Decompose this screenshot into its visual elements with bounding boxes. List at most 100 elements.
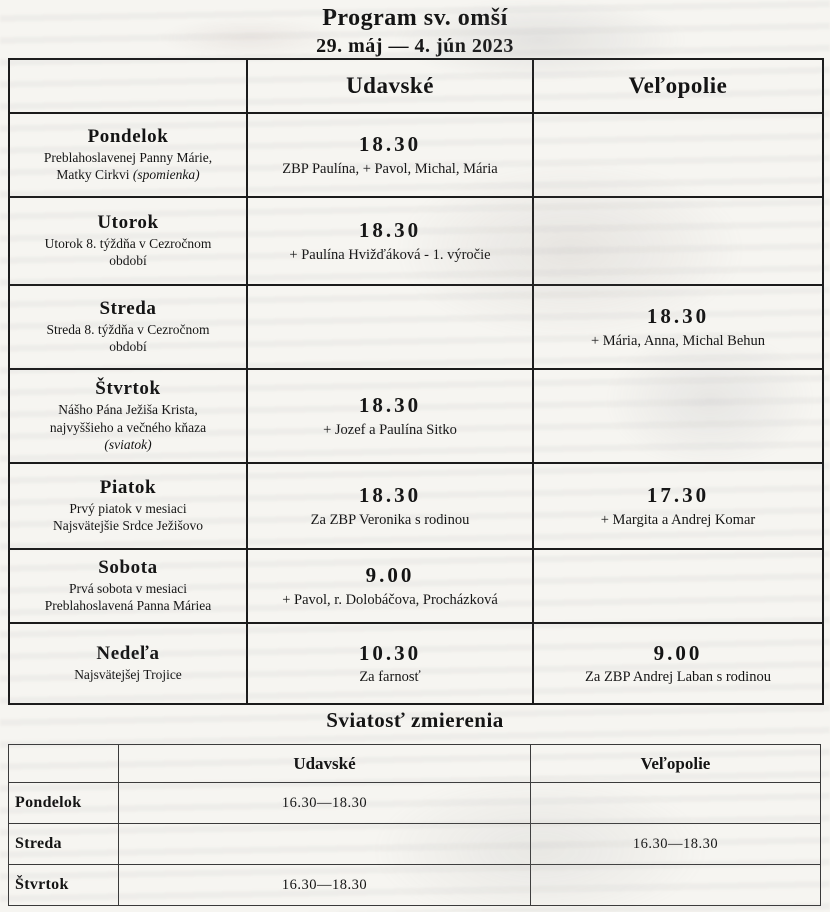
confession-header-row: Udavské Veľopolie [8, 744, 821, 783]
mass-time: 10.30 [358, 640, 422, 665]
confession-row-pondelok: Pondelok 16.30—18.30 [8, 782, 821, 824]
day-name: Utorok [97, 212, 159, 234]
velopolie-cell [532, 112, 824, 198]
velopolie-cell: 18.30 + Mária, Anna, Michal Behun [532, 284, 824, 370]
mass-time: 18.30 [358, 483, 422, 508]
description-line-1: Utorok 8. týždňa v Cezročnom [44, 235, 212, 251]
description-line-1: Prvý piatok v mesiaci [69, 500, 187, 516]
column-header-udavske: Udavské [246, 58, 534, 114]
description-line-2: období [109, 339, 147, 355]
mass-time: 18.30 [358, 132, 422, 157]
mass-row-sobota: Sobota Prvá sobota v mesiaci Preblahosla… [8, 548, 824, 624]
mass-intention: + Paulína Hvižďáková - 1. výročie [289, 246, 491, 263]
description-line-2: Matky Cirkvi (spomienka) [14, 166, 242, 184]
mass-intention: + Margita a Andrej Komar [600, 511, 756, 528]
column-header-velopolie: Veľopolie [532, 58, 824, 114]
mass-schedule-table: Udavské Veľopolie Pondelok Preblahoslave… [8, 58, 824, 705]
mass-time: 9.00 [653, 640, 703, 665]
mass-intention: + Pavol, r. Dolobáčova, Procházková [282, 591, 498, 608]
description-line-1: Najsvätejšej Trojice [74, 667, 182, 683]
description-line-2: období [109, 253, 147, 269]
mass-row-utorok: Utorok Utorok 8. týždňa v Cezročnom obdo… [8, 196, 824, 286]
mass-time: 18.30 [358, 218, 422, 243]
day-cell: Pondelok Preblahoslavenej Panny Márie, M… [8, 112, 248, 198]
mass-intention: Za ZBP Veronika s rodinou [310, 511, 470, 528]
page-title: Program sv. omší [322, 5, 508, 31]
column-header-velopolie: Veľopolie [530, 744, 821, 783]
day-name: Streda [8, 823, 119, 865]
day-name: Sobota [98, 557, 158, 579]
udavske-hours: 16.30—18.30 [118, 864, 531, 906]
day-name: Nedeľa [96, 643, 160, 665]
description-line-2: Preblahoslavená Panna Máriea [44, 598, 212, 614]
velopolie-hours [530, 782, 821, 824]
day-description: Nášho Pána Ježiša Krista, najvyššieho a … [14, 401, 242, 454]
day-description: Preblahoslavenej Panny Márie, Matky Cirk… [14, 149, 242, 184]
day-name: Pondelok [87, 126, 169, 148]
day-name: Piatok [99, 477, 157, 499]
description-line-1: Nášho Pána Ježiša Krista, [58, 402, 198, 418]
udavske-cell: 18.30 + Jozef a Paulína Sitko [246, 368, 534, 464]
udavske-cell: 10.30 Za farnosť [246, 622, 534, 705]
mass-intention: + Mária, Anna, Michal Behun [590, 332, 766, 349]
mass-time: 18.30 [358, 393, 422, 418]
description-line-2: Najsvätejšie Srdce Ježišovo [53, 518, 203, 534]
corner-cell [8, 58, 248, 114]
mass-row-piatok: Piatok Prvý piatok v mesiaci Najsvätejši… [8, 462, 824, 550]
velopolie-hours [530, 864, 821, 906]
day-cell: Štvrtok Nášho Pána Ježiša Krista, najvyš… [8, 368, 248, 464]
mass-intention: Za farnosť [359, 669, 421, 686]
description-line-2: najvyššieho a večného kňaza [49, 419, 207, 435]
confession-row-stvrtok: Štvrtok 16.30—18.30 [8, 864, 821, 906]
day-description: Prvá sobota v mesiaci Preblahoslavená Pa… [14, 580, 242, 615]
day-name: Štvrtok [8, 864, 119, 906]
mass-row-streda: Streda Streda 8. týždňa v Cezročnom obdo… [8, 284, 824, 370]
mass-time: 17.30 [646, 483, 710, 508]
velopolie-cell [532, 196, 824, 286]
description-line-1: Preblahoslavenej Panny Márie, [43, 149, 213, 165]
velopolie-cell: 9.00 Za ZBP Andrej Laban s rodinou [532, 622, 824, 705]
day-description: Najsvätejšej Trojice [14, 666, 242, 684]
velopolie-cell: 17.30 + Margita a Andrej Komar [532, 462, 824, 550]
day-description: Streda 8. týždňa v Cezročnom období [14, 321, 242, 356]
corner-cell [8, 744, 119, 783]
column-header-udavske: Udavské [118, 744, 531, 783]
udavske-cell: 18.30 + Paulína Hvižďáková - 1. výročie [246, 196, 534, 286]
mass-row-stvrtok: Štvrtok Nášho Pána Ježiša Krista, najvyš… [8, 368, 824, 464]
day-name: Pondelok [8, 782, 119, 824]
mass-table-header-row: Udavské Veľopolie [8, 58, 824, 114]
day-cell: Sobota Prvá sobota v mesiaci Preblahosla… [8, 548, 248, 624]
day-cell: Piatok Prvý piatok v mesiaci Najsvätejši… [8, 462, 248, 550]
udavske-cell: 18.30 Za ZBP Veronika s rodinou [246, 462, 534, 550]
udavske-hours: 16.30—18.30 [118, 782, 531, 824]
day-cell: Nedeľa Najsvätejšej Trojice [8, 622, 248, 705]
mass-row-nedela: Nedeľa Najsvätejšej Trojice 10.30 Za far… [8, 622, 824, 705]
description-line-1: Streda 8. týždňa v Cezročnom [46, 321, 210, 337]
udavske-cell [246, 284, 534, 370]
udavske-cell: 18.30 ZBP Paulína, + Pavol, Michal, Mári… [246, 112, 534, 198]
mass-time: 9.00 [365, 563, 415, 588]
mass-time: 18.30 [646, 304, 710, 329]
mass-row-pondelok: Pondelok Preblahoslavenej Panny Márie, M… [8, 112, 824, 198]
description-text: Matky Cirkvi [56, 167, 130, 183]
udavske-hours [118, 823, 531, 865]
confession-section-title: Sviatosť zmierenia [326, 708, 504, 732]
day-name: Streda [99, 298, 157, 320]
mass-intention: + Jozef a Paulína Sitko [323, 421, 457, 438]
mass-intention: ZBP Paulína, + Pavol, Michal, Mária [282, 160, 498, 177]
day-name: Štvrtok [95, 378, 161, 400]
udavske-cell: 9.00 + Pavol, r. Dolobáčova, Procházková [246, 548, 534, 624]
velopolie-cell [532, 368, 824, 464]
velopolie-cell [532, 548, 824, 624]
day-cell: Utorok Utorok 8. týždňa v Cezročnom obdo… [8, 196, 248, 286]
mass-intention: Za ZBP Andrej Laban s rodinou [585, 669, 771, 686]
description-note: (spomienka) [132, 167, 200, 183]
confession-table: Udavské Veľopolie Pondelok 16.30—18.30 S… [8, 744, 821, 906]
day-cell: Streda Streda 8. týždňa v Cezročnom obdo… [8, 284, 248, 370]
confession-row-streda: Streda 16.30—18.30 [8, 823, 821, 865]
day-description: Utorok 8. týždňa v Cezročnom období [14, 235, 242, 270]
description-note: (sviatok) [104, 437, 152, 453]
description-line-1: Prvá sobota v mesiaci [68, 580, 188, 596]
day-description: Prvý piatok v mesiaci Najsvätejšie Srdce… [14, 500, 242, 535]
